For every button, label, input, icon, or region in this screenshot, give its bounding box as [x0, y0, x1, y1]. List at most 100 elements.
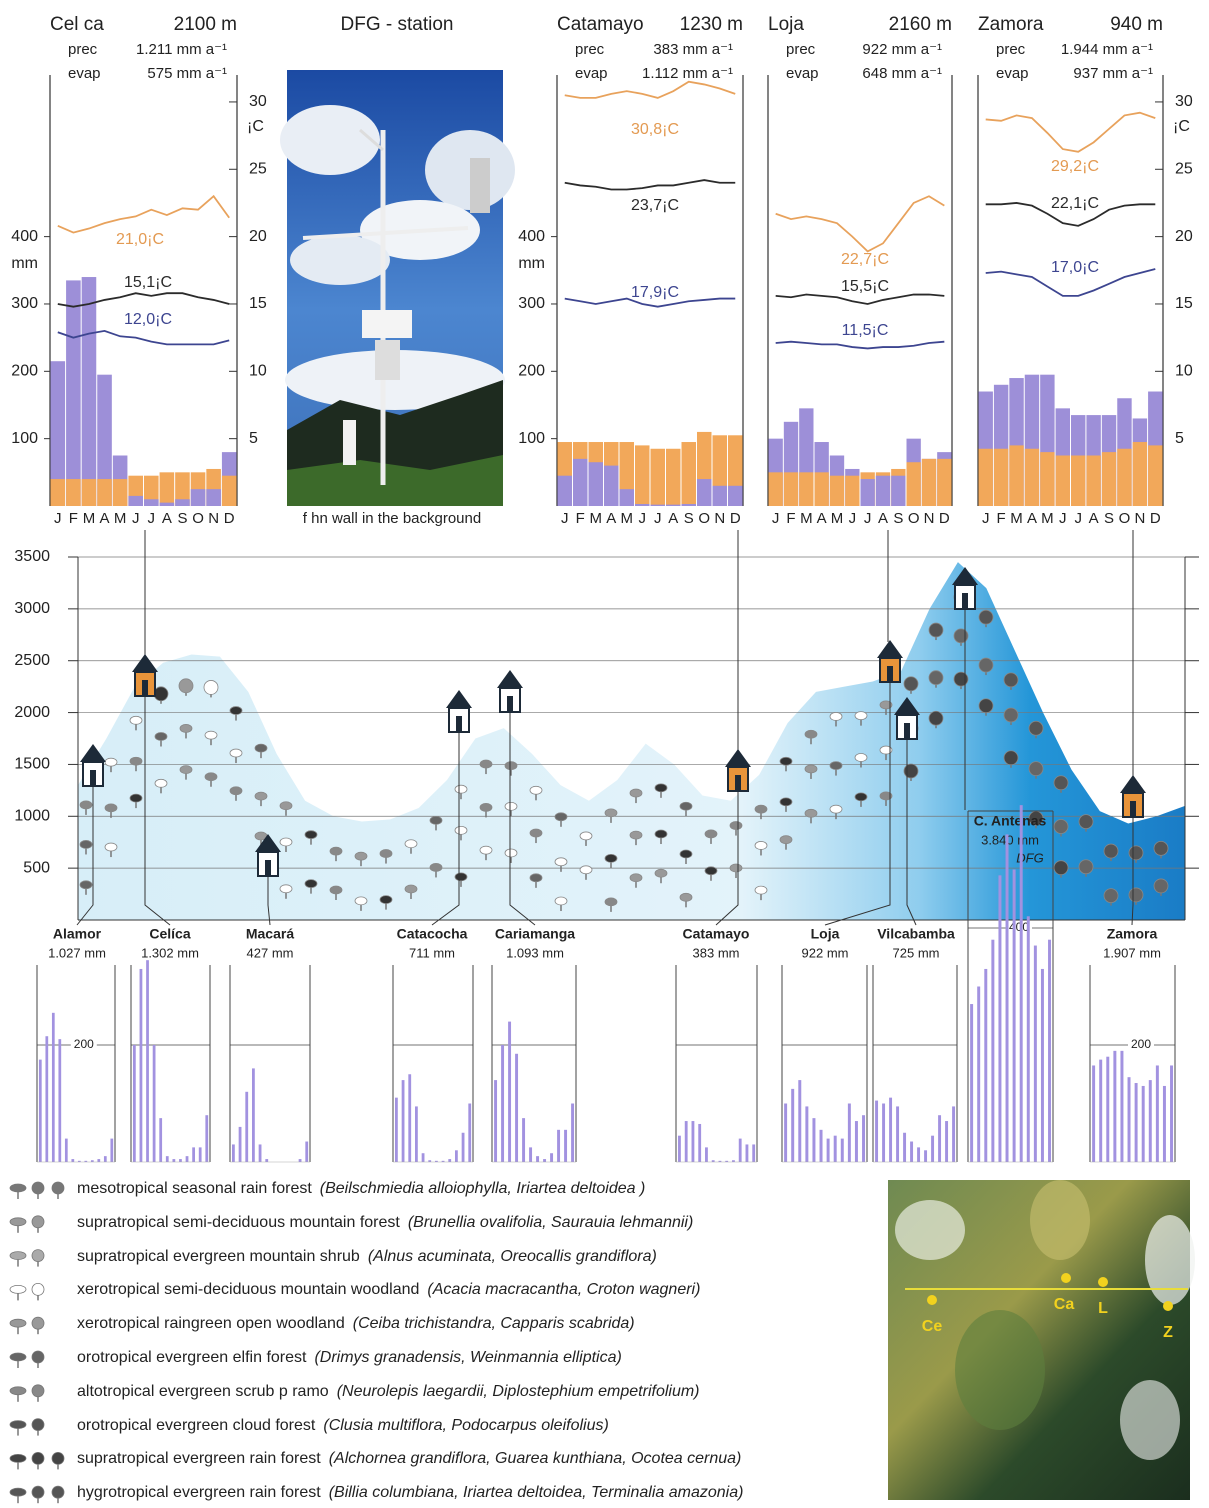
month-label: A [668, 510, 678, 527]
vegetation-symbol [804, 808, 818, 818]
legend-name: supratropical evergreen rain forest [77, 1450, 321, 1468]
y2-axis-label: ¡C [247, 118, 264, 135]
bar [1162, 1085, 1166, 1162]
bar [81, 479, 97, 506]
vegetation-symbol [978, 657, 994, 673]
vegetation-symbol [679, 801, 693, 811]
vegetation-symbol [1003, 750, 1019, 766]
vegetation-symbol [804, 764, 818, 774]
bar [738, 1138, 742, 1162]
photo-caption: f hn wall in the background [303, 510, 481, 527]
bar [998, 875, 1002, 1162]
bar [543, 1159, 547, 1162]
y-axis-label: mm [518, 255, 545, 272]
station-name: Catamayo [557, 14, 644, 35]
bar [1101, 452, 1117, 506]
vegetation-symbol [79, 800, 93, 810]
temperature-label: 12,0¡C [124, 311, 172, 328]
bar [435, 1160, 438, 1162]
bar [993, 448, 1009, 506]
month-label: J [654, 510, 662, 527]
bar [924, 1150, 928, 1162]
bar [847, 1103, 851, 1162]
vegetation-symbol [204, 730, 218, 740]
bar [238, 1126, 242, 1162]
month-label: A [817, 510, 827, 527]
month-label: M [831, 510, 844, 527]
bar [799, 472, 814, 506]
temperature-label: 21,0¡C [116, 231, 164, 248]
month-label: J [772, 510, 780, 527]
month-label: N [924, 510, 935, 527]
vegetation-symbol [529, 873, 543, 883]
bar [185, 1156, 189, 1162]
vegetation-symbol [454, 872, 468, 882]
vegetation-symbol [354, 896, 368, 906]
bar [97, 374, 112, 506]
legend-icon [9, 1454, 27, 1463]
bar [829, 475, 845, 506]
bar [192, 1147, 195, 1162]
vegetation-symbol [779, 797, 793, 807]
bar [408, 1074, 412, 1162]
house-door [507, 696, 513, 712]
month-label: A [1027, 510, 1037, 527]
bar [66, 280, 81, 506]
month-label: D [224, 510, 235, 527]
station-precipitation: 711 mm [409, 945, 455, 960]
legend-species: (Beilschmiedia alloiophylla, Iriartea de… [319, 1180, 646, 1197]
legend-icon [31, 1249, 45, 1262]
vegetation-symbol [1128, 845, 1144, 861]
legend-icon [31, 1316, 45, 1330]
bar [536, 1156, 540, 1162]
bar [190, 489, 206, 506]
month-label: J [849, 510, 857, 527]
month-label: D [939, 510, 950, 527]
bar [875, 475, 891, 506]
bar [970, 1004, 974, 1162]
vegetation-symbol [604, 897, 618, 907]
month-label: J [132, 510, 140, 527]
y-tick-label: 100 [11, 430, 38, 447]
vegetation-symbol [79, 840, 93, 849]
legend-icon [9, 1183, 27, 1193]
bar [711, 1160, 715, 1162]
prec-label: prec [68, 41, 98, 58]
bar [146, 960, 149, 1162]
vegetation-symbol [153, 686, 169, 702]
legend-species: (Alnus acuminata, Oreocallis grandiflora… [367, 1247, 657, 1265]
bar [1048, 939, 1052, 1162]
bar [791, 1088, 795, 1162]
tick-label-bg [70, 1038, 97, 1052]
vegetation-symbol [229, 748, 243, 758]
legend-species: (Drimys granadensis, Weinmannia elliptic… [314, 1348, 622, 1366]
bar [1033, 945, 1037, 1162]
house-door [265, 860, 271, 876]
vegetation-symbol [329, 846, 343, 856]
evap-label: evap [68, 65, 101, 82]
bar [860, 479, 875, 506]
station-elevation: 2160 m [889, 14, 952, 35]
station-name: Loja [811, 926, 840, 942]
vegetation-symbol [429, 863, 443, 872]
bar [1132, 442, 1148, 506]
month-label: S [1104, 510, 1114, 527]
temperature-line [985, 268, 1156, 297]
month-label: J [864, 510, 872, 527]
vegetation-symbol [679, 849, 693, 859]
evap-label: evap [575, 65, 608, 82]
y2-tick-label: 20 [1175, 228, 1193, 245]
bar [1071, 455, 1086, 506]
connector [1131, 817, 1134, 926]
month-label: M [1041, 510, 1054, 527]
bar [64, 1138, 68, 1162]
elevation-profile [78, 562, 1185, 920]
bar [112, 479, 128, 506]
evap-label: evap [786, 65, 819, 82]
vegetation-symbol [654, 783, 668, 793]
temperature-label: 17,9¡C [631, 284, 679, 301]
legend-icon [31, 1384, 45, 1398]
bar [666, 448, 681, 506]
bar [144, 499, 159, 506]
evap-value: 648 mm a⁻¹ [862, 65, 942, 82]
